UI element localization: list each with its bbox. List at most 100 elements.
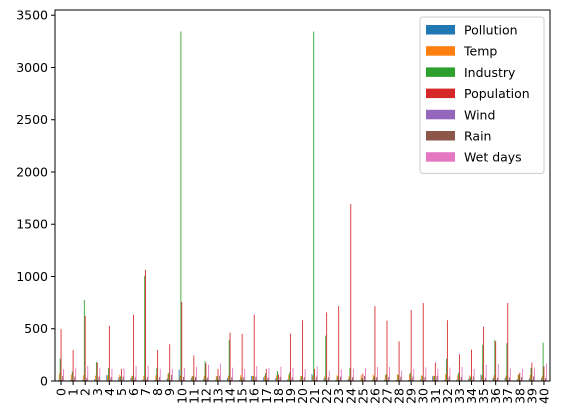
legend-swatch-rain [426,131,455,141]
x-tick-label: 5 [114,388,129,396]
bar-wet-days-30 [425,367,427,381]
bar-wind-21 [315,379,316,381]
bar-population-32 [446,320,448,381]
bar-temp-19 [288,375,290,381]
bar-wet-days-40 [546,363,547,381]
bar-pollution-31 [432,376,434,381]
bar-wet-days-37 [509,368,511,381]
bar-wet-days-18 [280,366,282,381]
bar-temp-13 [215,376,217,381]
bar-industry-4 [108,367,109,381]
x-tick-label: 1 [66,388,81,396]
x-tick-label: 25 [355,388,370,404]
bar-wet-days-19 [292,367,294,381]
bar-wet-days-20 [304,368,306,381]
bar-rain-11 [195,377,196,381]
bar-pollution-0 [58,379,59,381]
bar-temp-24 [348,376,350,381]
bar-rain-37 [509,377,510,381]
bar-temp-15 [239,375,241,381]
x-tick-label: 38 [512,388,527,404]
x-tick-label: 11 [186,388,201,404]
bar-industry-27 [385,374,387,381]
bar-population-39 [531,362,533,381]
bar-pollution-40 [540,377,542,381]
bar-population-26 [374,306,376,381]
bar-temp-38 [517,374,519,381]
x-tick-label: 14 [223,388,238,404]
bar-rain-20 [303,377,305,381]
bar-population-21 [314,368,315,381]
bar-wet-days-17 [268,367,270,381]
bar-rain-9 [170,374,172,381]
bar-industry-11 [192,376,194,381]
bar-pollution-7 [142,379,144,381]
bar-wet-days-7 [147,365,149,381]
bar-industry-29 [409,372,411,381]
bar-wet-days-39 [534,367,535,381]
bar-pollution-38 [516,379,518,381]
bar-wet-days-15 [244,368,246,381]
bar-population-37 [507,303,509,381]
bar-population-8 [157,349,159,381]
bar-pollution-32 [444,379,446,381]
bar-population-6 [133,314,134,381]
bar-wind-34 [471,379,473,381]
bar-rain-8 [158,377,160,381]
bar-rain-35 [484,377,486,381]
bar-temp-9 [167,373,169,381]
x-tick-label: 39 [524,388,539,404]
bar-pollution-5 [118,377,120,381]
bar-population-31 [434,362,436,381]
bar-population-34 [471,349,472,381]
bar-wet-days-2 [87,365,89,381]
bar-rain-25 [364,375,366,381]
bar-industry-26 [373,376,375,381]
bar-temp-14 [227,375,229,381]
bar-wind-2 [85,379,87,381]
bar-temp-29 [409,374,410,381]
bar-rain-33 [460,376,462,381]
x-tick-label: 30 [416,388,431,404]
bar-pollution-33 [456,379,458,381]
bar-rain-16 [255,376,257,381]
bar-temp-1 [70,374,72,381]
y-tick-label: 1500 [16,217,48,232]
bar-pollution-3 [94,379,96,381]
bar-population-11 [193,355,195,381]
bar-temp-28 [396,374,398,381]
bar-temp-7 [143,375,145,381]
bar-population-14 [229,332,231,381]
bar-rain-38 [521,377,522,381]
bar-temp-0 [58,373,60,381]
bar-rain-2 [86,377,88,381]
bar-wet-days-11 [196,366,197,381]
bar-wet-days-26 [377,366,378,381]
x-tick-label: 2 [78,388,93,396]
bar-wet-days-27 [389,366,391,381]
bar-wet-days-9 [171,368,173,381]
bar-wind-24 [351,379,353,381]
y-tick-label: 3500 [16,8,48,23]
bar-temp-17 [264,375,265,381]
bar-rain-29 [412,376,414,381]
bar-industry-28 [397,375,399,381]
bar-industry-20 [301,376,303,381]
bar-population-27 [386,320,388,381]
bar-pollution-19 [287,379,289,381]
bar-wet-days-12 [208,364,209,381]
bar-population-35 [483,326,485,381]
x-tick-label: 26 [367,388,382,404]
bar-industry-2 [83,300,85,381]
legend-swatch-wet-days [426,152,455,162]
bar-temp-12 [203,375,205,381]
bar-wind-1 [73,379,75,381]
x-tick-label: 24 [343,388,358,404]
bar-rain-1 [74,376,76,381]
bar-temp-8 [155,375,157,381]
bar-wind-29 [411,379,413,381]
bar-population-18 [277,374,279,381]
bar-wet-days-33 [461,366,463,381]
bar-industry-1 [71,371,73,381]
